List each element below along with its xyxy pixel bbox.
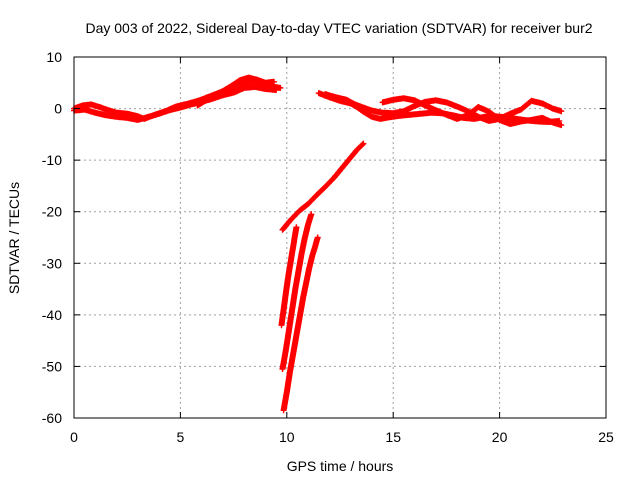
y-tick-label: -60 (42, 410, 62, 426)
y-tick-label: -40 (42, 307, 62, 323)
x-axis-label: GPS time / hours (287, 458, 394, 474)
axis-ticks: 0 5 10 15 20 25 10 0 -10 -20 -30 -40 -50 -60 (42, 49, 614, 445)
series-track-upper (279, 140, 367, 233)
series-track-b (279, 211, 315, 372)
y-tick-label: -50 (42, 358, 62, 374)
x-tick-label: 15 (385, 429, 401, 445)
series-markers (379, 95, 565, 129)
y-axis-label: SDTVAR / TECUs (6, 182, 22, 294)
y-tick-label: 0 (54, 101, 62, 117)
x-tick-label: 10 (279, 429, 295, 445)
x-tick-label: 5 (177, 429, 185, 445)
y-tick-label: -10 (42, 152, 62, 168)
series-track-a (278, 224, 300, 329)
plot-frame (73, 56, 607, 419)
series-band-e (322, 91, 565, 124)
chart-title: Day 003 of 2022, Sidereal Day-to-day VTE… (85, 20, 592, 36)
data-points (71, 74, 565, 414)
series-markers (278, 224, 300, 329)
y-tick-label: -20 (42, 204, 62, 220)
series-markers (279, 140, 367, 233)
x-tick-label: 25 (598, 429, 614, 445)
series-markers (279, 211, 315, 372)
y-tick-label: 10 (46, 49, 62, 65)
y-tick-label: -30 (42, 255, 62, 271)
series-track-c (280, 234, 321, 414)
series-markers (194, 74, 277, 109)
series-markers (280, 234, 321, 414)
series-band-c (194, 74, 277, 109)
x-tick-label: 20 (492, 429, 508, 445)
series-band-f (379, 95, 565, 129)
x-tick-label: 0 (70, 429, 78, 445)
series-markers (322, 91, 565, 124)
